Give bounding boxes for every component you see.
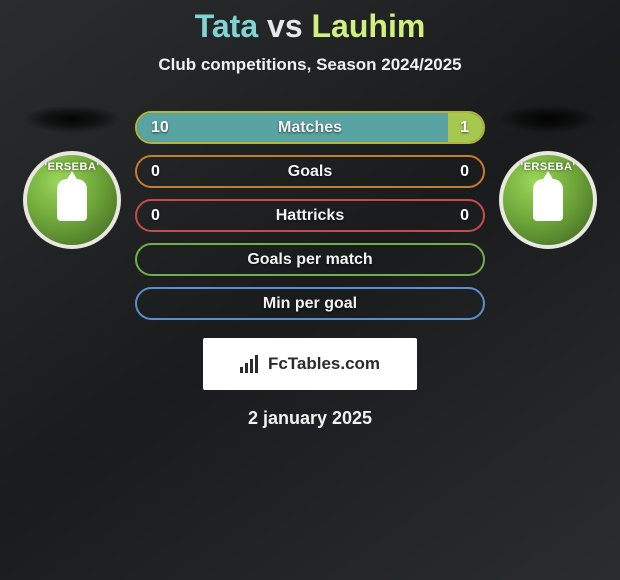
main-row: 'ERSEBA' 10 Matches 1 0 Goals 0 0 Hattri… [0, 105, 620, 320]
stat-right-value: 0 [460, 207, 469, 225]
stat-right-value: 0 [460, 163, 469, 181]
date: 2 january 2025 [0, 408, 620, 429]
stat-label: Goals per match [137, 251, 483, 269]
left-side: 'ERSEBA' [17, 105, 127, 249]
stat-bar-min-per-goal: Min per goal [135, 287, 485, 320]
player2-club-badge: 'ERSEBA' [499, 151, 597, 249]
stat-label: Hattricks [137, 207, 483, 225]
stat-left-value: 0 [151, 207, 160, 225]
stat-right-value: 1 [460, 119, 469, 137]
vs-separator: vs [267, 8, 303, 44]
title: Tata vs Lauhim [0, 8, 620, 45]
stat-label: Goals [137, 163, 483, 181]
fill-left [137, 113, 448, 142]
stat-left-value: 0 [151, 163, 160, 181]
player1-name: Tata [195, 8, 258, 44]
badge-tower-icon [57, 179, 87, 221]
stat-left-value: 10 [151, 119, 169, 137]
player1-silhouette-shadow [22, 105, 122, 133]
comparison-card: Tata vs Lauhim Club competitions, Season… [0, 0, 620, 429]
subtitle: Club competitions, Season 2024/2025 [0, 55, 620, 75]
stat-bar-matches: 10 Matches 1 [135, 111, 485, 144]
stat-bar-hattricks: 0 Hattricks 0 [135, 199, 485, 232]
bar-chart-icon [240, 355, 262, 373]
watermark[interactable]: FcTables.com [203, 338, 417, 390]
stat-bar-goals-per-match: Goals per match [135, 243, 485, 276]
stat-bar-goals: 0 Goals 0 [135, 155, 485, 188]
player2-name: Lauhim [312, 8, 426, 44]
player1-club-badge: 'ERSEBA' [23, 151, 121, 249]
right-side: 'ERSEBA' [493, 105, 603, 249]
player2-silhouette-shadow [498, 105, 598, 133]
stat-bars: 10 Matches 1 0 Goals 0 0 Hattricks 0 Goa… [135, 111, 485, 320]
stat-label: Min per goal [137, 295, 483, 313]
watermark-text: FcTables.com [268, 354, 380, 374]
badge-tower-icon [533, 179, 563, 221]
